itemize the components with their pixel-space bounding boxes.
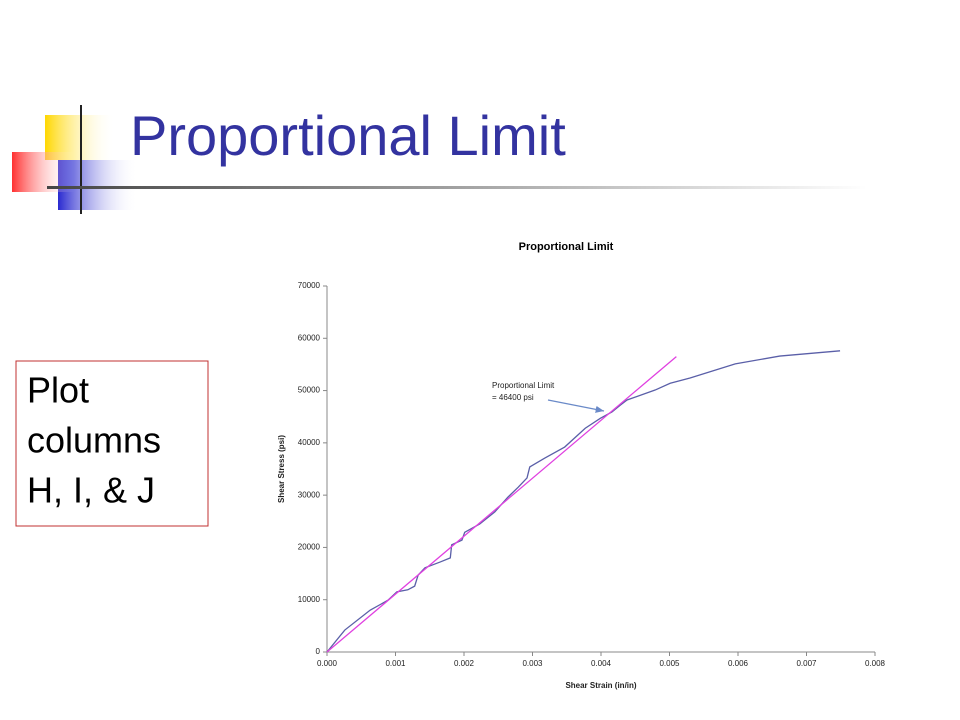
chart-title: Proportional Limit: [519, 241, 614, 253]
y-tick-label: 50000: [298, 386, 321, 395]
note-box: [15, 360, 209, 527]
x-tick-label: 0.002: [454, 659, 475, 668]
series-line: [326, 350, 841, 653]
x-axis-title: Shear Strain (in/in): [565, 681, 636, 690]
y-tick-label: 40000: [298, 438, 321, 447]
x-tick-label: 0.004: [591, 659, 612, 668]
y-tick-label: 70000: [298, 281, 321, 290]
y-axis-title: Shear Stress (psi): [277, 435, 286, 503]
decoration: [12, 105, 867, 214]
y-tick-label: 10000: [298, 595, 321, 604]
note-line: H, I, & J: [27, 470, 155, 511]
annotation-arrow: [547, 399, 605, 413]
series-line: [326, 356, 677, 653]
note-line: columns: [27, 420, 161, 461]
x-tick-label: 0.005: [659, 659, 680, 668]
x-tick-label: 0.003: [522, 659, 543, 668]
y-tick-label: 30000: [298, 490, 321, 499]
annotation: Proportional Limit: [492, 381, 555, 390]
x-tick-label: 0.008: [865, 659, 886, 668]
slide-title: Proportional Limit: [130, 104, 566, 167]
y-tick-label: 60000: [298, 333, 321, 342]
x-tick-label: 0.000: [317, 659, 338, 668]
y-tick-label: 20000: [298, 543, 321, 552]
annotation: = 46400 psi: [492, 393, 534, 402]
note-line: Plot: [27, 370, 89, 411]
x-tick-label: 0.007: [796, 659, 817, 668]
y-tick-label: 0: [316, 647, 321, 656]
x-tick-label: 0.001: [385, 659, 406, 668]
x-tick-label: 0.006: [728, 659, 749, 668]
